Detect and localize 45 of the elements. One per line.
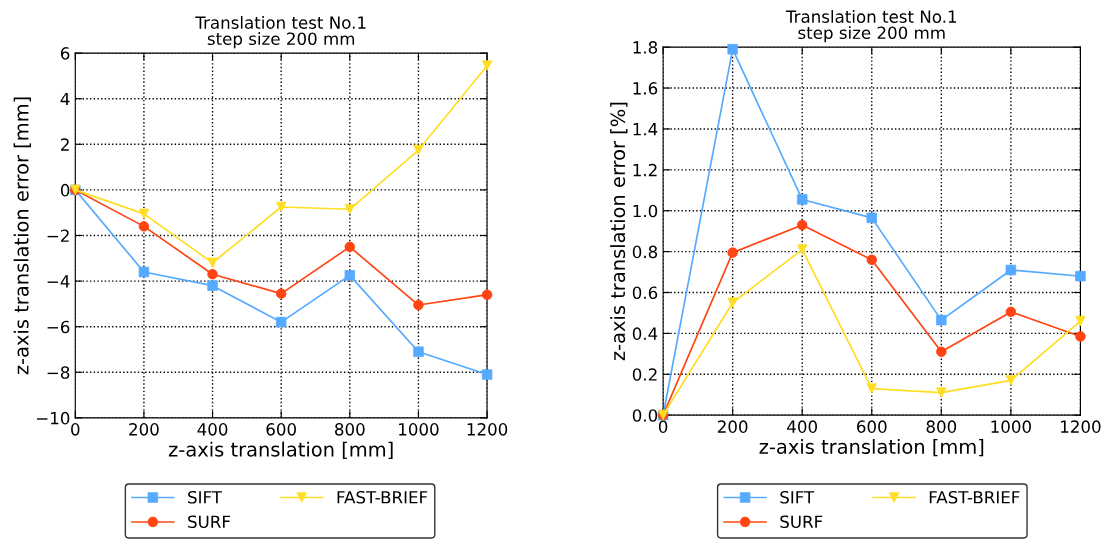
y-tick-label: −6: [47, 320, 70, 334]
y-tick-label: 0: [60, 183, 70, 197]
x-tick-label: 800: [926, 420, 957, 433]
x-tick-label: 400: [197, 423, 228, 436]
y-tick-label: −8: [47, 366, 70, 379]
legend-label: FAST-BRIEF: [337, 490, 428, 504]
x-axis-title: z-axis translation [mm]: [759, 438, 984, 457]
x-tick-label: 600: [857, 420, 887, 433]
y-tick-label: 1.6: [633, 82, 658, 95]
legend-label: SIFT: [780, 490, 815, 504]
chart-title: Translation test No.1 step size 200 mm: [195, 15, 366, 49]
x-tick-label: 600: [266, 423, 296, 436]
y-tick-label: 0.8: [632, 245, 658, 259]
legend-label: SIFT: [188, 490, 223, 504]
y-axis-title: z-axis translation error [%]: [610, 102, 628, 361]
x-tick-label: 200: [717, 420, 748, 433]
x-tick-label: 200: [129, 423, 159, 436]
x-tick-label: 1200: [467, 423, 508, 436]
x-tick-label: 1000: [399, 423, 439, 436]
y-tick-label: 2: [61, 138, 69, 151]
y-tick-label: 4: [60, 92, 70, 106]
x-tick-label: 800: [335, 423, 365, 436]
y-tick-label: −4: [47, 275, 70, 288]
y-tick-label: 0.2: [632, 368, 657, 381]
x-axis-title: z-axis translation [mm]: [168, 441, 393, 459]
y-tick-label: 1.2: [633, 163, 657, 177]
y-tick-label: 1.0: [633, 204, 658, 218]
y-tick-label: −2: [47, 229, 69, 242]
x-tick-label: 0: [71, 423, 80, 436]
y-tick-label: 1.4: [633, 123, 658, 136]
y-tick-label: 0.6: [632, 286, 658, 300]
x-tick-label: 0: [658, 420, 668, 433]
x-tick-label: 400: [787, 420, 817, 433]
y-tick-label: 1.8: [633, 41, 658, 54]
legend-label: SURF: [780, 515, 823, 529]
x-tick-label: 1200: [1061, 420, 1101, 433]
chart-title: Translation test No.1 step size 200 mm: [785, 10, 957, 43]
y-axis-title: z-axis translation error [mm]: [13, 97, 31, 375]
x-tick-label: 1000: [991, 420, 1031, 433]
y-tick-label: −10: [37, 411, 70, 425]
y-tick-label: 0.4: [632, 327, 658, 340]
y-tick-label: 0.0: [632, 409, 658, 422]
legend-label: SURF: [188, 515, 230, 529]
y-tick-label: 6: [60, 47, 70, 60]
legend-label: FAST-BRIEF: [929, 490, 1020, 504]
